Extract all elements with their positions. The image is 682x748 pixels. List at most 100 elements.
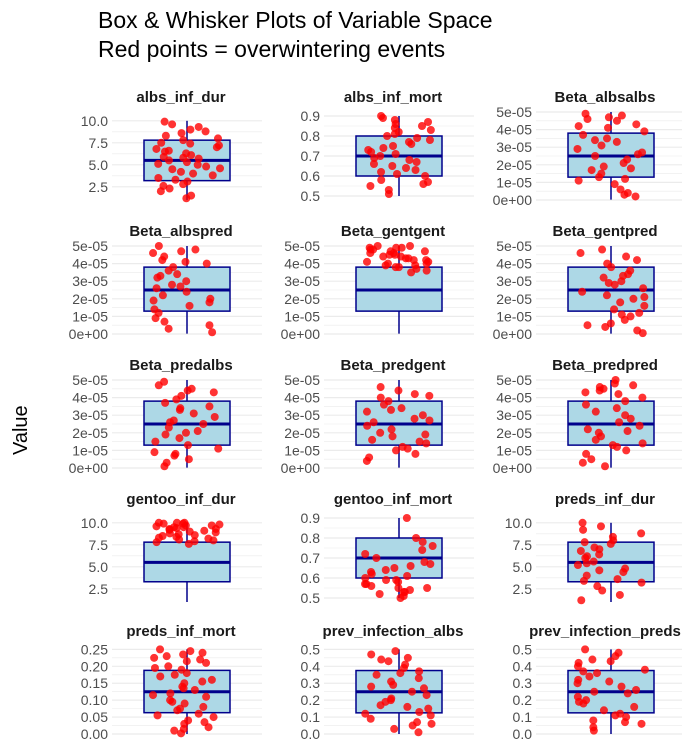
overwintering-point bbox=[183, 386, 192, 395]
overwintering-point bbox=[574, 122, 583, 131]
overwintering-point bbox=[160, 317, 169, 326]
tick-label: 2.5 bbox=[89, 581, 109, 597]
tick-label: 0e+00 bbox=[493, 326, 533, 342]
tick-label: 7.5 bbox=[89, 135, 109, 151]
tick-label: 5e-05 bbox=[496, 104, 532, 120]
overwintering-point bbox=[184, 716, 193, 725]
overwintering-point bbox=[152, 144, 161, 153]
overwintering-point bbox=[394, 386, 403, 395]
overwintering-point bbox=[152, 522, 161, 531]
overwintering-point bbox=[415, 437, 424, 446]
overwintering-point bbox=[392, 243, 401, 252]
overwintering-point bbox=[623, 155, 632, 164]
overwintering-point bbox=[181, 521, 190, 530]
overwintering-point bbox=[419, 180, 428, 188]
overwintering-point bbox=[580, 538, 589, 547]
tick-label: 3e-05 bbox=[496, 139, 532, 155]
overwintering-point bbox=[615, 418, 624, 427]
overwintering-point bbox=[183, 441, 192, 450]
overwintering-point bbox=[165, 184, 174, 193]
overwintering-point bbox=[593, 582, 602, 591]
tick-label: 4e-05 bbox=[72, 390, 108, 406]
overwintering-point bbox=[377, 168, 386, 176]
tick-label: 2e-05 bbox=[72, 291, 108, 307]
overwintering-point bbox=[189, 169, 198, 178]
overwintering-point bbox=[578, 287, 587, 296]
overwintering-point bbox=[611, 376, 620, 384]
overwintering-point bbox=[612, 116, 621, 125]
overwintering-point bbox=[405, 156, 414, 164]
overwintering-point bbox=[381, 566, 390, 574]
overwintering-point bbox=[194, 154, 203, 163]
overwintering-point bbox=[581, 400, 590, 409]
overwintering-point bbox=[410, 414, 419, 423]
overwintering-point bbox=[187, 191, 196, 200]
overwintering-point bbox=[194, 122, 203, 131]
overwintering-point bbox=[361, 550, 370, 558]
panel-title: Beta_albspred bbox=[129, 223, 232, 240]
overwintering-point bbox=[587, 166, 596, 175]
overwintering-point bbox=[176, 704, 185, 713]
overwintering-point bbox=[210, 412, 219, 421]
overwintering-point bbox=[191, 245, 200, 254]
panel-title: preds_inf_mort bbox=[126, 623, 235, 640]
overwintering-point bbox=[365, 453, 374, 462]
overwintering-point bbox=[425, 391, 434, 400]
overwintering-point bbox=[573, 144, 582, 153]
overwintering-point bbox=[156, 672, 165, 681]
panel-preds-inf-mort: preds_inf_mort 0.000.050.100.150.200.25 bbox=[81, 623, 262, 742]
overwintering-point bbox=[156, 645, 165, 654]
overwintering-point bbox=[160, 252, 169, 261]
overwintering-point bbox=[180, 699, 189, 708]
overwintering-point bbox=[617, 111, 626, 120]
overwintering-point bbox=[154, 159, 163, 168]
overwintering-point bbox=[196, 655, 205, 664]
overwintering-point bbox=[422, 256, 431, 265]
overwintering-point bbox=[384, 657, 393, 666]
overwintering-point bbox=[598, 245, 607, 254]
tick-label: 0.3 bbox=[513, 675, 533, 691]
tick-label: 10.0 bbox=[81, 515, 108, 531]
overwintering-point bbox=[585, 672, 594, 681]
tick-label: 5e-05 bbox=[72, 372, 108, 388]
overwintering-point bbox=[610, 305, 619, 314]
overwintering-point bbox=[633, 326, 642, 335]
overwintering-point bbox=[604, 278, 613, 287]
tick-label: 0.8 bbox=[301, 530, 321, 546]
overwintering-point bbox=[363, 257, 372, 266]
overwintering-point bbox=[421, 430, 430, 439]
overwintering-point bbox=[363, 421, 372, 430]
overwintering-point bbox=[162, 652, 171, 661]
tick-label: 0.9 bbox=[301, 108, 321, 124]
overwintering-point bbox=[583, 321, 592, 330]
overwintering-point bbox=[404, 138, 413, 146]
overwintering-point bbox=[593, 669, 602, 678]
overwintering-point bbox=[379, 252, 388, 261]
overwintering-point bbox=[411, 449, 420, 458]
tick-label: 0.2 bbox=[513, 692, 533, 708]
tick-label: 0.6 bbox=[301, 168, 321, 184]
overwintering-point bbox=[626, 266, 635, 275]
overwintering-point bbox=[162, 458, 171, 467]
overwintering-point bbox=[388, 432, 397, 441]
overwintering-point bbox=[589, 716, 598, 725]
tick-label: 1e-05 bbox=[496, 174, 532, 190]
overwintering-point bbox=[153, 711, 162, 720]
overwintering-point bbox=[599, 384, 608, 393]
overwintering-point bbox=[209, 388, 218, 397]
overwintering-point bbox=[578, 518, 587, 527]
overwintering-point bbox=[185, 527, 194, 536]
overwintering-point bbox=[621, 564, 630, 573]
overwintering-point bbox=[401, 660, 410, 669]
overwintering-point bbox=[199, 702, 208, 711]
overwintering-point bbox=[588, 655, 597, 664]
overwintering-point bbox=[190, 537, 199, 546]
overwintering-point bbox=[407, 687, 416, 696]
overwintering-point bbox=[168, 165, 177, 174]
